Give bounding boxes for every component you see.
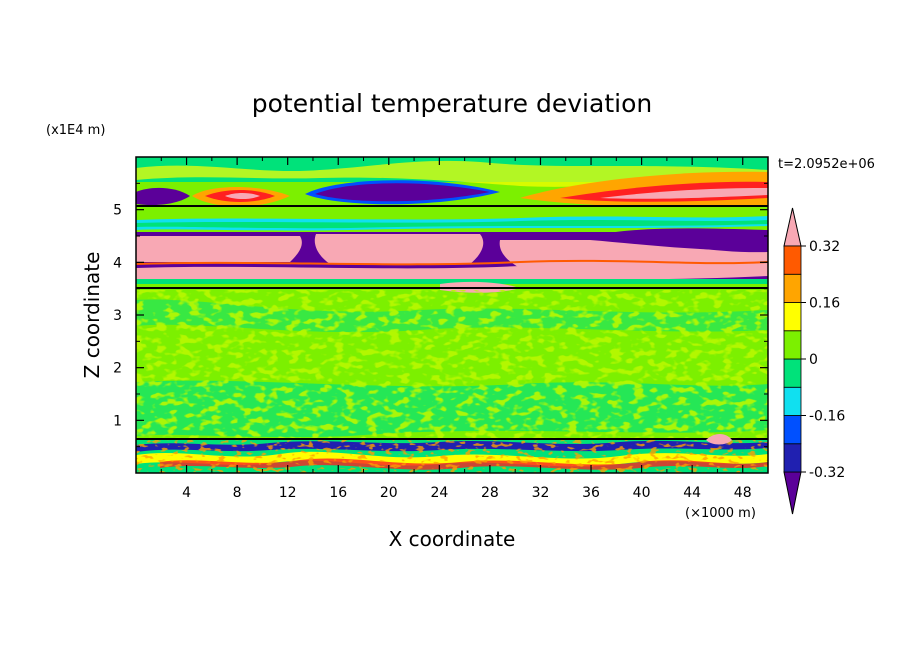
x-tick-label: 28 bbox=[481, 485, 499, 501]
bottom-pink-spot bbox=[706, 434, 732, 445]
time-label: t=2.0952e+06 bbox=[778, 157, 875, 172]
x-tick-label: 32 bbox=[532, 485, 550, 501]
pink-blob-2 bbox=[314, 234, 484, 264]
colorbar-tick-label: 0.16 bbox=[809, 296, 840, 312]
green-strip-upper bbox=[136, 220, 768, 229]
colorbar-tick-label: 0.32 bbox=[809, 239, 840, 255]
x-tick-label: 48 bbox=[734, 485, 752, 501]
colorbar-swatch bbox=[783, 415, 802, 445]
black-line-upper bbox=[136, 205, 768, 207]
x-tick-label: 8 bbox=[233, 485, 242, 501]
top-pink-lens-3 bbox=[600, 188, 768, 199]
orange-edge-line bbox=[136, 259, 768, 266]
colorbar-swatch bbox=[783, 330, 802, 360]
purple-top-right bbox=[590, 228, 768, 251]
y-tick-label: 2 bbox=[113, 361, 122, 377]
bottom-texture bbox=[136, 440, 768, 473]
x-tick-label: 44 bbox=[683, 485, 701, 501]
x-axis-ticks: 4 8 12 16 20 24 28 32 36 40 44 48 bbox=[160, 157, 752, 501]
top-purple-lens-1 bbox=[136, 187, 190, 206]
black-line-lower bbox=[136, 287, 768, 289]
colorbar-tick-label: -0.16 bbox=[809, 409, 845, 425]
y-units-label: (x1E4 m) bbox=[46, 123, 105, 138]
pink-lower-band bbox=[136, 264, 768, 281]
x-tick-label: 24 bbox=[430, 485, 448, 501]
y-tick-label: 1 bbox=[113, 413, 122, 429]
colorbar-tick-label: -0.32 bbox=[809, 465, 845, 481]
y-tick-label: 3 bbox=[113, 308, 122, 324]
green-texture bbox=[136, 290, 768, 440]
colorbar-tick-label: 0 bbox=[809, 352, 818, 368]
colorbar-swatch bbox=[783, 386, 802, 416]
colorbar-swatch bbox=[783, 358, 802, 388]
x-tick-label: 36 bbox=[582, 485, 600, 501]
colorbar-swatch bbox=[783, 245, 802, 275]
top-pink-lens-1 bbox=[225, 193, 260, 199]
colorbar-swatch bbox=[783, 302, 802, 332]
colorbar-swatch bbox=[783, 443, 802, 473]
x-units-label: (×1000 m) bbox=[685, 506, 756, 521]
top-purple-lens-2b bbox=[315, 183, 490, 202]
chart-title: potential temperature deviation bbox=[252, 89, 652, 118]
x-tick-label: 40 bbox=[633, 485, 651, 501]
pink-blob-1 bbox=[136, 236, 302, 262]
x-tick-label: 4 bbox=[182, 485, 191, 501]
green-gap-strip bbox=[136, 279, 768, 284]
x-tick-label: 12 bbox=[279, 485, 297, 501]
x-tick-label: 20 bbox=[380, 485, 398, 501]
colorbar-extend-min bbox=[783, 471, 802, 515]
plot-area bbox=[136, 157, 768, 473]
x-axis-label: X coordinate bbox=[389, 527, 516, 551]
y-tick-label: 5 bbox=[113, 203, 122, 219]
y-tick-label: 4 bbox=[113, 255, 122, 271]
black-line-bottom bbox=[136, 438, 768, 440]
colorbar-swatch bbox=[783, 273, 802, 303]
x-tick-label: 16 bbox=[329, 485, 347, 501]
colorbar: -0.32 -0.16 0 0.16 0.32 bbox=[783, 207, 845, 515]
y-axis-label: Z coordinate bbox=[80, 252, 104, 379]
colorbar-extend-max bbox=[783, 207, 802, 247]
y-axis-ticks: 1 2 3 4 5 bbox=[113, 182, 768, 448]
